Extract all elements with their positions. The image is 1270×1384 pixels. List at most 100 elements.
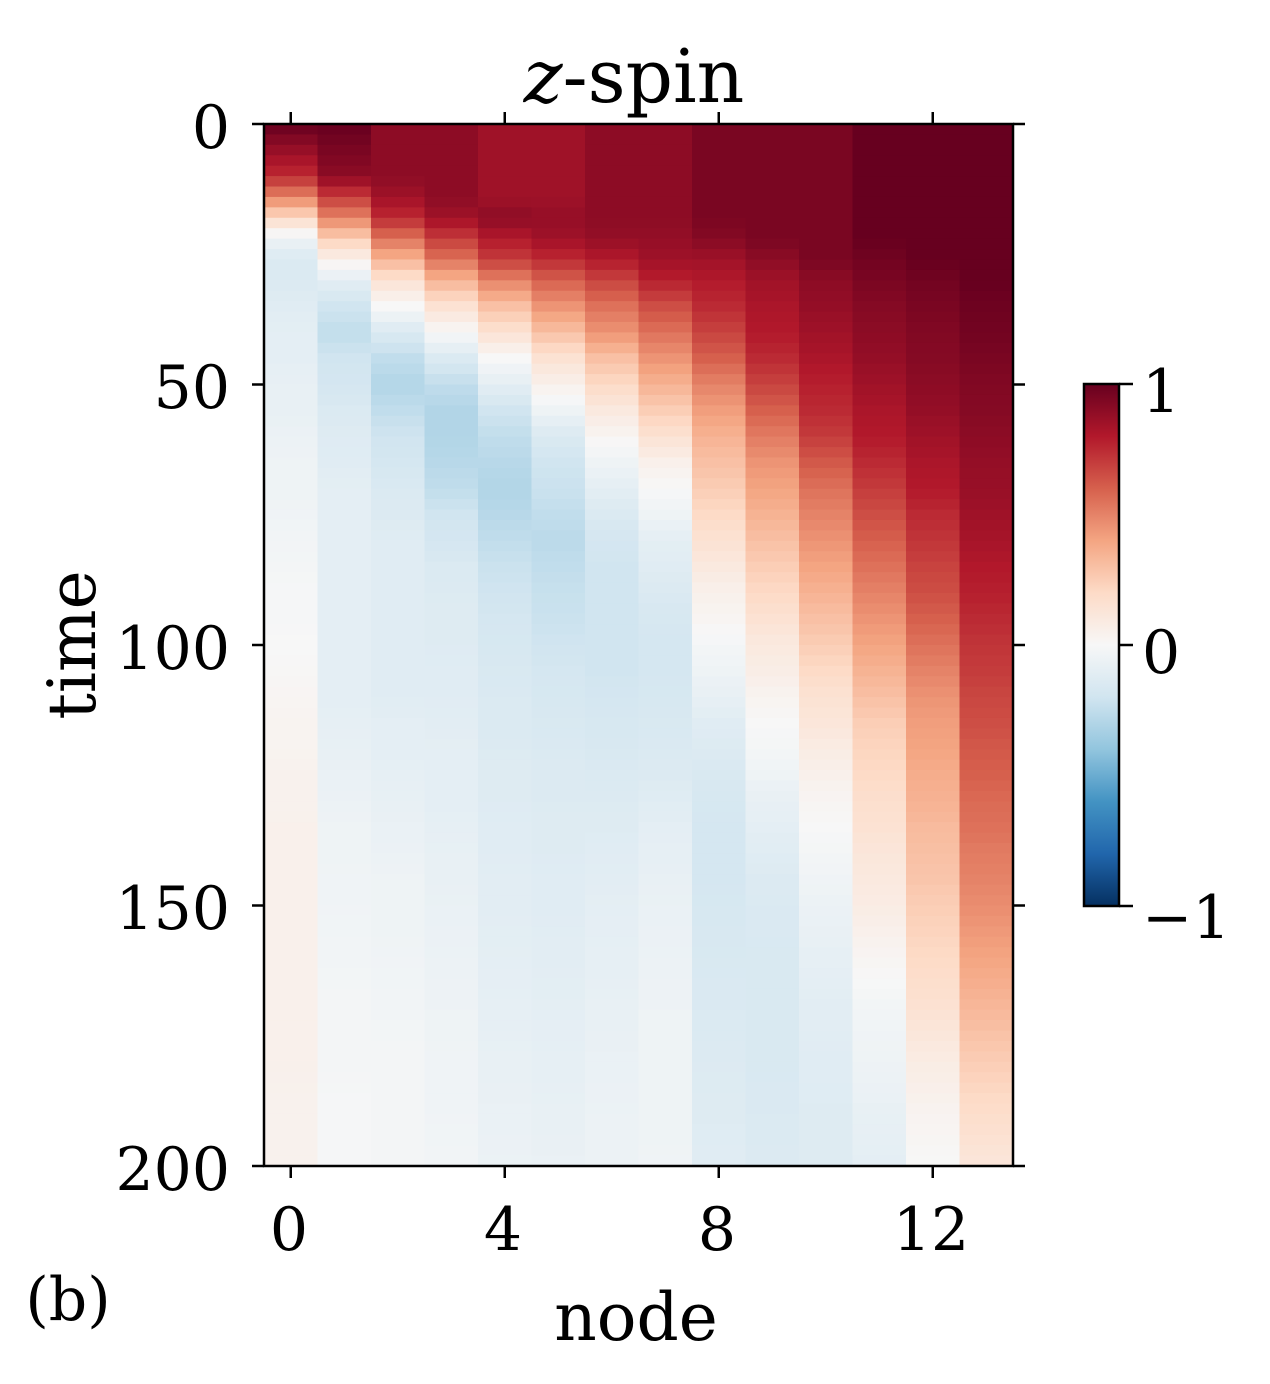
heatmap-cell [799,249,854,261]
heatmap-cell [424,582,479,594]
heatmap-cell [371,915,426,927]
heatmap-cell [692,124,747,136]
heatmap-cell [531,822,586,834]
heatmap-cell [585,790,640,802]
heatmap-cell [745,499,800,511]
heatmap-cell [638,196,693,208]
heatmap-cell [478,645,533,657]
heatmap-cell [585,832,640,844]
heatmap-cell [638,1051,693,1063]
heatmap-cell [799,155,854,167]
heatmap-cell [264,863,319,875]
heatmap-cell [478,915,533,927]
heatmap-cell [317,603,372,615]
heatmap-cell [906,853,961,865]
heatmap-cell [317,1009,372,1021]
heatmap-cell [906,134,961,146]
heatmap-cell [799,176,854,188]
heatmap-cell [424,790,479,802]
heatmap-cell [852,540,907,552]
heatmap-cell [531,1009,586,1021]
heatmap-cell [317,415,372,427]
heatmap-cell [424,968,479,980]
heatmap-cell [585,332,640,344]
heatmap-cell [852,530,907,542]
heatmap-cell [531,968,586,980]
heatmap-cell [638,832,693,844]
heatmap-cell [745,311,800,323]
heatmap-cell [585,1103,640,1115]
heatmap-cell [638,915,693,927]
heatmap-cell [852,968,907,980]
heatmap-cell [906,759,961,771]
heatmap-cell [906,176,961,188]
heatmap-cell [906,321,961,333]
heatmap-cell [692,728,747,740]
heatmap-cell [799,1113,854,1125]
heatmap-cell [531,624,586,636]
heatmap-cell [745,811,800,823]
heatmap-cell [852,488,907,500]
heatmap-cell [531,1103,586,1115]
heatmap-cell [799,519,854,531]
heatmap-cell [959,988,1013,1000]
heatmap-cell [799,634,854,646]
heatmap-cell [638,165,693,177]
heatmap-cell [852,467,907,479]
heatmap-cell [745,999,800,1011]
heatmap-cell [478,499,533,511]
heatmap-cell [424,822,479,834]
heatmap-cell [585,124,640,136]
heatmap-cell [424,353,479,365]
heatmap-cell [959,811,1013,823]
heatmap-cell [799,572,854,584]
heatmap-cell [745,561,800,573]
heatmap-cell [745,488,800,500]
heatmap-cell [531,759,586,771]
heatmap-cell [317,988,372,1000]
heatmap-cell [371,509,426,521]
heatmap-cell [638,1093,693,1105]
heatmap-cell [264,790,319,802]
heatmap-cell [585,842,640,854]
heatmap-cell [638,499,693,511]
heatmap-cell [317,884,372,896]
heatmap-cell [264,634,319,646]
heatmap-cell [906,728,961,740]
heatmap-cell [638,1134,693,1146]
heatmap-cell [692,384,747,396]
heatmap-cell [906,780,961,792]
heatmap-cell [959,228,1013,240]
heatmap-cell [371,124,426,136]
heatmap-cell [906,749,961,761]
heatmap-cell [317,645,372,657]
heatmap-cell [959,155,1013,167]
heatmap-cell [692,447,747,459]
heatmap-cell [424,915,479,927]
heatmap-cell [692,592,747,604]
heatmap-cell [638,738,693,750]
heatmap-cell [585,749,640,761]
heatmap-cell [371,947,426,959]
heatmap-cell [585,238,640,250]
heatmap-cell [799,217,854,229]
heatmap-cell [424,530,479,542]
heatmap-cell [371,1113,426,1125]
heatmap-cell [317,405,372,417]
heatmap-cell [424,467,479,479]
heatmap-cell [424,1155,479,1166]
heatmap-cell [852,697,907,709]
heatmap-cell [852,196,907,208]
heatmap-cell [371,447,426,459]
heatmap-cell [906,155,961,167]
heatmap-cell [959,770,1013,782]
heatmap-cell [585,342,640,354]
heatmap-cell [906,957,961,969]
heatmap-cell [424,196,479,208]
heatmap-cell [638,749,693,761]
heatmap-cell [478,999,533,1011]
heatmap-cell [424,478,479,490]
heatmap-cell [906,426,961,438]
heatmap-cell [317,134,372,146]
heatmap-cell [478,269,533,281]
